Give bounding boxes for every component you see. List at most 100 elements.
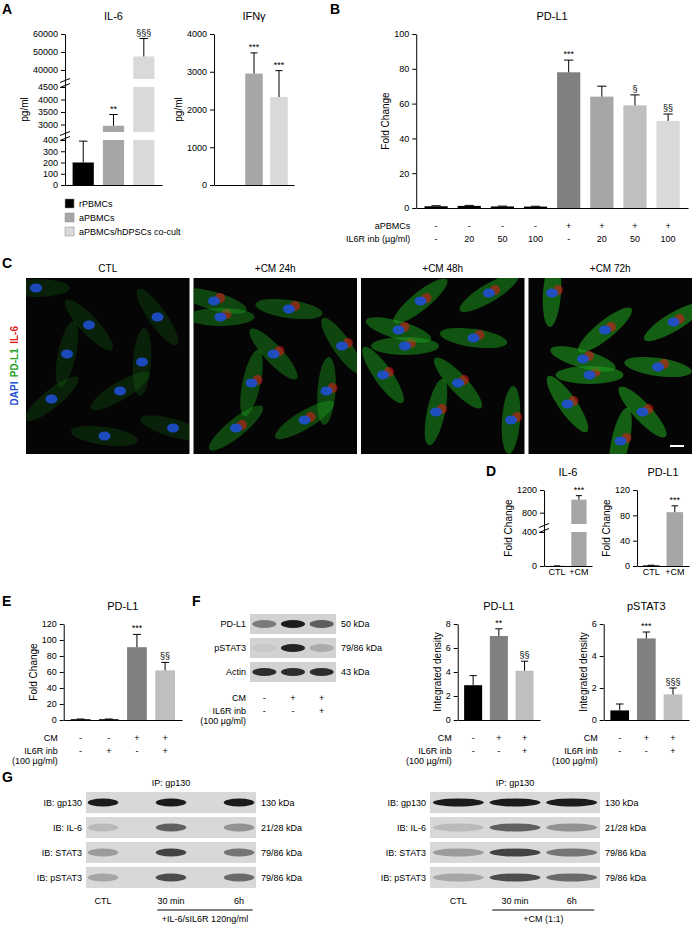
y-tick-mark bbox=[60, 672, 64, 673]
y-axis-line bbox=[637, 491, 638, 567]
y-tick-label: 4 bbox=[592, 651, 597, 661]
error-bar-cap bbox=[630, 94, 639, 95]
bar bbox=[270, 97, 287, 185]
error-bar bbox=[77, 719, 85, 720]
nucleus bbox=[246, 379, 258, 388]
condition-value: + bbox=[162, 746, 167, 756]
y-tick-label: 0 bbox=[404, 203, 409, 213]
blot-band bbox=[310, 644, 334, 652]
blot-kda: 79/86 kDa bbox=[341, 643, 382, 653]
nucleus bbox=[468, 334, 480, 343]
bar bbox=[643, 565, 660, 566]
nucleus bbox=[99, 432, 111, 441]
condition-value: - bbox=[534, 221, 537, 231]
nucleus bbox=[377, 371, 389, 380]
condition-value: - bbox=[468, 221, 471, 231]
chart: 02468**§§PD-L1Integrated densityCM-++IL6… bbox=[406, 600, 541, 766]
scale-bar bbox=[670, 445, 684, 447]
y-tick-label: 8 bbox=[446, 619, 451, 629]
y-tick: 40 bbox=[620, 536, 637, 546]
y-tick-label: 6 bbox=[592, 619, 597, 629]
y-tick-label: 400 bbox=[43, 135, 58, 145]
y-axis-line bbox=[65, 35, 66, 186]
blot-band bbox=[88, 824, 119, 832]
y-tick-label: 100 bbox=[43, 169, 58, 179]
error-bar-cap bbox=[431, 205, 440, 206]
stain-label: IL-6 bbox=[9, 326, 20, 344]
blot-strip bbox=[430, 792, 600, 813]
x-tick: CTL bbox=[643, 566, 660, 577]
error-bar-cap bbox=[597, 86, 606, 87]
y-axis-title: Fold Change bbox=[601, 499, 612, 557]
marks bbox=[71, 634, 175, 720]
y-axis: 04008001200 bbox=[517, 485, 545, 571]
cell-body bbox=[194, 283, 250, 319]
y-tick-mark bbox=[600, 688, 604, 689]
cell-body bbox=[271, 395, 339, 445]
y-tick-label: 4 bbox=[446, 667, 451, 677]
y-tick-label: 120 bbox=[615, 485, 630, 495]
treatment-bracket bbox=[157, 910, 252, 911]
treatment-label: +CM (1:1) bbox=[523, 914, 563, 924]
lane-label: 6h bbox=[234, 896, 244, 906]
y-axis-title: Fold Change bbox=[28, 643, 39, 701]
panel-letter: A bbox=[2, 1, 12, 17]
error-bar-cap bbox=[470, 675, 477, 676]
y-axis: 020406080100120 bbox=[42, 619, 65, 725]
blot-kda: 79/86 kDa bbox=[261, 873, 302, 883]
error-bar bbox=[531, 206, 540, 207]
y-tick-label: 80 bbox=[47, 651, 57, 661]
error-bar bbox=[105, 719, 113, 720]
y-tick-label: 3500 bbox=[38, 107, 58, 117]
cell-body bbox=[204, 400, 268, 454]
blot-band bbox=[490, 799, 541, 807]
x-tick: CTL bbox=[549, 566, 566, 577]
y-tick: 1000 bbox=[187, 143, 214, 153]
blot-band bbox=[88, 874, 119, 882]
nucleus bbox=[61, 350, 73, 359]
y-tick: 0 bbox=[202, 180, 214, 190]
cell-body bbox=[131, 284, 185, 350]
y-tick-mark bbox=[454, 624, 458, 625]
y-tick: 4 bbox=[446, 667, 458, 677]
error-bar-cap bbox=[663, 114, 672, 115]
nucleus bbox=[652, 363, 664, 372]
cell-body bbox=[439, 324, 509, 351]
y-axis: 0100200300400300035004000450040000500006… bbox=[33, 29, 66, 190]
blot-strip bbox=[86, 817, 256, 838]
blot-band bbox=[433, 824, 484, 832]
y-axis-title: Fold Change bbox=[380, 92, 391, 150]
blot-band bbox=[88, 849, 119, 857]
error-bar-cap bbox=[465, 205, 474, 206]
error-bar bbox=[109, 115, 117, 126]
error-bar-cap bbox=[140, 38, 148, 39]
y-tick-mark bbox=[210, 34, 214, 35]
y-tick: 40 bbox=[47, 683, 64, 693]
condition-value: + bbox=[496, 733, 501, 743]
y-tick-mark bbox=[61, 52, 65, 53]
y-tick: 0 bbox=[404, 203, 416, 213]
blot-strip bbox=[86, 842, 256, 863]
blot-band bbox=[224, 849, 255, 857]
bar bbox=[458, 206, 481, 208]
y-tick: 6 bbox=[592, 619, 604, 629]
cell-body bbox=[254, 295, 324, 322]
legend-swatch bbox=[65, 213, 74, 222]
chart-title: PD-L1 bbox=[483, 600, 514, 612]
condition-value: 20 bbox=[597, 234, 607, 244]
error-bar bbox=[161, 662, 169, 670]
y-tick: 100 bbox=[43, 169, 65, 179]
co-ip-blot: IP: gp130IB: gp130130 kDaIB: IL-621/28 k… bbox=[37, 778, 302, 924]
bar bbox=[667, 512, 684, 566]
y-tick-mark bbox=[454, 720, 458, 721]
y-tick: 400 bbox=[43, 135, 65, 145]
cell-body bbox=[26, 371, 84, 428]
error-bar-stem bbox=[668, 114, 669, 121]
y-tick: 20 bbox=[47, 699, 64, 709]
nucleus bbox=[399, 342, 411, 351]
y-tick: 4 bbox=[592, 651, 604, 661]
condition-label: aPBMCs bbox=[375, 221, 411, 231]
error-bar-cap bbox=[161, 662, 169, 663]
stain-label: DAPI bbox=[9, 381, 20, 405]
bar bbox=[516, 671, 534, 720]
